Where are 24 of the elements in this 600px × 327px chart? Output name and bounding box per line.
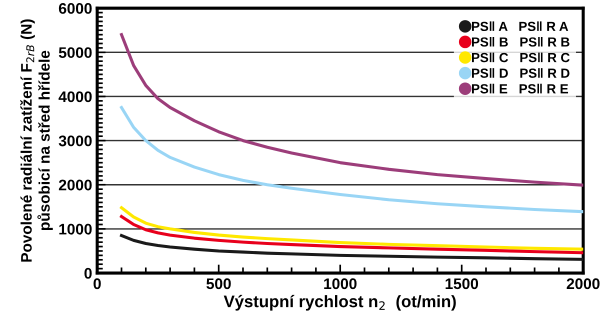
legend-label: PS‖ D PS‖ R D xyxy=(472,68,570,78)
line-series xyxy=(120,33,584,187)
x-tick-label: 1000 xyxy=(324,278,357,290)
y-tick-label: 0 xyxy=(84,268,92,279)
y-tick-label: 4000 xyxy=(58,91,92,102)
y-tick-label: 5000 xyxy=(58,47,92,58)
x-tick-label: 500 xyxy=(206,278,231,290)
y-tick-label: 2000 xyxy=(58,180,92,190)
x-tick-label: 1500 xyxy=(446,278,478,290)
legend-label: PS‖ C PS‖ R C xyxy=(472,52,570,62)
x-tick-label: 0 xyxy=(94,278,101,290)
y-tick-label: 1000 xyxy=(59,224,92,235)
line-series xyxy=(120,234,584,261)
y-axis-title: Povolené radiální zatížení F$_{2rB}$ (N) působicí na střed hřídele xyxy=(20,19,53,262)
line-series xyxy=(120,215,584,254)
line-series xyxy=(120,206,584,251)
x-tick-label: 2000 xyxy=(566,278,600,290)
legend-label: PS‖ E PS‖ R E xyxy=(472,84,568,94)
line-series xyxy=(120,106,584,214)
legend-label: PS‖ B PS‖ R B xyxy=(472,36,570,47)
y-tick-label: 3000 xyxy=(58,135,92,146)
x-axis-title: Výstupní rychlost n$_{2}$ (ot/min) xyxy=(224,294,456,311)
legend-label: PS‖ A PS‖ R A xyxy=(472,21,568,32)
y-tick-label: 6000 xyxy=(58,3,92,14)
